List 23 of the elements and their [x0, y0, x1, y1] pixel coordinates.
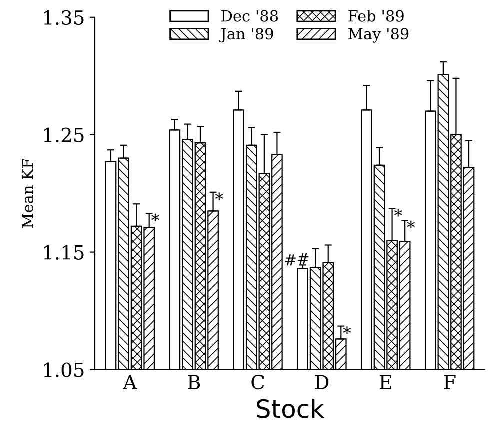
x-tick-label: A: [123, 375, 138, 390]
annotation: *: [215, 192, 224, 200]
y-tick-label: 1.05: [44, 362, 84, 378]
x-tick-label: E: [380, 375, 392, 390]
x-tick-label: C: [252, 374, 264, 390]
x-tick-label: F: [444, 375, 456, 390]
x-tick-label: B: [188, 375, 200, 390]
annotation: #: [298, 253, 309, 264]
annotation: *: [407, 220, 416, 228]
y-tick-label: 1.35: [44, 10, 84, 26]
annotation: *: [343, 326, 352, 334]
annotation: #: [285, 254, 296, 266]
annotation: *: [394, 209, 402, 217]
legend-label: Feb '89: [348, 10, 404, 22]
y-axis-title: Mean KF: [22, 158, 34, 228]
legend-label: May '89: [348, 28, 409, 43]
legend-label: Dec '88: [222, 10, 278, 22]
annotation: *: [152, 214, 160, 222]
y-tick-label: 1.25: [44, 128, 84, 143]
x-tick-label: D: [315, 375, 329, 390]
legend-label: Jan '89: [219, 28, 274, 43]
x-axis-title: Stock: [257, 398, 325, 418]
y-tick-label: 1.15: [44, 245, 84, 260]
